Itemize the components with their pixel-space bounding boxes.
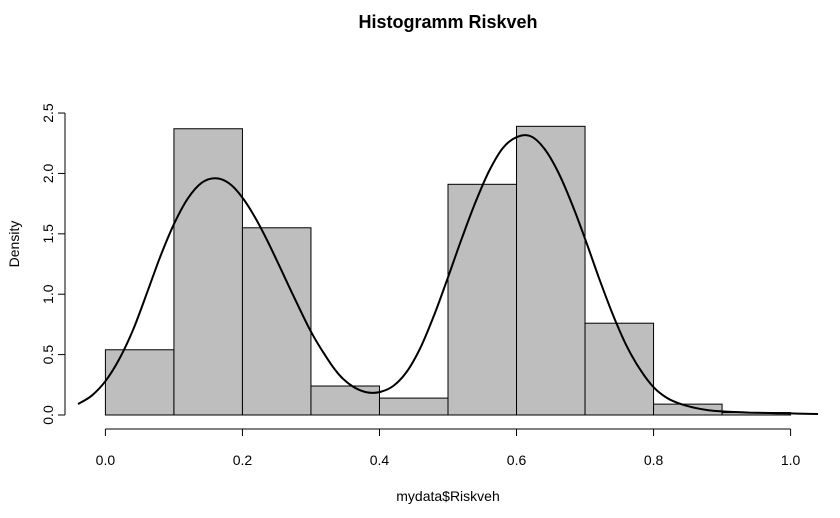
x-tick-label-3: 0.6 — [507, 452, 527, 468]
x-axis: 0.0 0.2 0.4 0.6 0.8 1.0 — [96, 428, 801, 468]
histogram-bar-2 — [241, 227, 312, 416]
x-tick-label-5: 1.0 — [781, 452, 801, 468]
y-axis-label: Density — [6, 221, 22, 268]
x-axis-label: mydata$Riskveh — [396, 488, 500, 504]
x-tick-label-1: 0.2 — [233, 452, 253, 468]
histogram-bar-1 — [173, 128, 243, 416]
histogram-bar-8 — [653, 403, 723, 416]
y-tick-label-1: 0.5 — [40, 345, 56, 365]
x-tick-label-2: 0.4 — [370, 452, 390, 468]
chart-title: Histogramm Riskveh — [358, 12, 537, 32]
y-tick-label-0: 0.0 — [40, 405, 56, 425]
y-tick-label-5: 2.5 — [40, 103, 56, 123]
histogram-bar-4 — [378, 397, 449, 416]
histogram-bar-0 — [104, 349, 175, 416]
histogram-bar-7 — [584, 322, 655, 416]
histogram-bar-6 — [516, 125, 586, 416]
y-tick-label-4: 2.0 — [40, 163, 56, 183]
density-curve — [77, 134, 819, 415]
x-tick-label-4: 0.8 — [644, 452, 664, 468]
x-tick-label-0: 0.0 — [96, 452, 116, 468]
histogram-bar-5 — [447, 183, 518, 416]
y-tick-label-3: 1.5 — [40, 224, 56, 244]
y-tick-label-2: 1.0 — [40, 284, 56, 304]
histogram-bars — [104, 125, 792, 416]
y-axis: 0.0 0.5 1.0 1.5 2.0 2.5 — [40, 103, 66, 425]
histogram-bar-3 — [310, 385, 380, 416]
